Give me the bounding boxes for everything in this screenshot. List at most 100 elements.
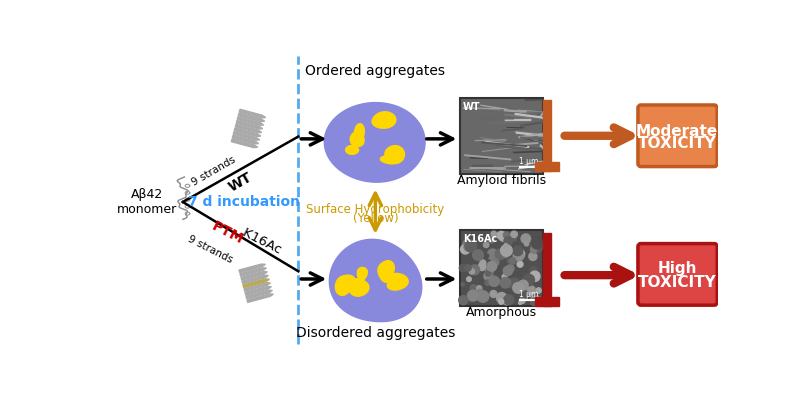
Polygon shape <box>346 146 358 154</box>
Circle shape <box>519 298 525 304</box>
Circle shape <box>530 241 542 253</box>
FancyArrow shape <box>236 120 262 129</box>
Polygon shape <box>324 102 425 182</box>
Circle shape <box>470 285 477 292</box>
Polygon shape <box>330 239 422 322</box>
FancyArrow shape <box>238 113 265 122</box>
Bar <box>534 162 559 171</box>
Text: Aβ42
monomer: Aβ42 monomer <box>117 188 177 216</box>
Circle shape <box>487 249 498 260</box>
Circle shape <box>500 278 510 288</box>
Polygon shape <box>354 124 364 144</box>
Circle shape <box>497 292 507 303</box>
Circle shape <box>490 290 497 298</box>
Circle shape <box>520 290 527 297</box>
Circle shape <box>477 291 489 302</box>
FancyArrow shape <box>246 290 272 299</box>
Circle shape <box>509 278 520 289</box>
Circle shape <box>487 262 497 271</box>
Polygon shape <box>378 261 394 282</box>
Circle shape <box>473 292 481 300</box>
Circle shape <box>510 258 516 264</box>
FancyArrow shape <box>241 272 267 280</box>
Circle shape <box>469 269 474 274</box>
Circle shape <box>478 263 486 270</box>
Circle shape <box>517 261 523 267</box>
Circle shape <box>513 238 516 241</box>
Circle shape <box>485 254 489 258</box>
Circle shape <box>532 296 542 306</box>
Circle shape <box>530 296 539 305</box>
Circle shape <box>503 253 508 258</box>
Circle shape <box>503 266 513 276</box>
Text: 1 μm: 1 μm <box>519 157 538 166</box>
Circle shape <box>530 271 540 282</box>
Circle shape <box>526 286 535 295</box>
FancyArrow shape <box>242 275 268 284</box>
Polygon shape <box>358 267 367 280</box>
Circle shape <box>491 231 497 236</box>
Circle shape <box>514 250 524 261</box>
Circle shape <box>465 265 471 271</box>
Circle shape <box>498 232 508 241</box>
FancyBboxPatch shape <box>638 105 718 166</box>
FancyArrow shape <box>239 264 266 273</box>
Circle shape <box>461 245 470 254</box>
Circle shape <box>536 288 542 293</box>
Circle shape <box>523 274 534 286</box>
Circle shape <box>504 237 513 245</box>
Circle shape <box>477 286 482 291</box>
FancyArrow shape <box>239 109 266 118</box>
Circle shape <box>531 238 543 249</box>
Circle shape <box>484 272 492 280</box>
Circle shape <box>466 264 475 273</box>
Polygon shape <box>385 146 405 163</box>
Bar <box>460 230 543 306</box>
Polygon shape <box>335 275 355 296</box>
Circle shape <box>529 252 537 260</box>
Text: Disordered aggregates: Disordered aggregates <box>296 326 455 340</box>
Circle shape <box>501 245 512 256</box>
Text: 9 strands: 9 strands <box>186 234 234 265</box>
Circle shape <box>525 242 529 246</box>
Bar <box>543 233 551 306</box>
FancyArrow shape <box>244 283 270 291</box>
Circle shape <box>521 234 530 244</box>
Bar <box>460 98 543 174</box>
Polygon shape <box>387 274 408 290</box>
Polygon shape <box>380 155 400 164</box>
FancyArrow shape <box>238 117 264 125</box>
Text: Amyloid fibrils: Amyloid fibrils <box>457 174 546 187</box>
Circle shape <box>458 296 468 305</box>
Circle shape <box>483 242 489 248</box>
Circle shape <box>497 231 505 239</box>
Circle shape <box>470 265 479 275</box>
Circle shape <box>513 246 522 256</box>
Text: Moderate: Moderate <box>636 124 718 139</box>
Circle shape <box>522 290 527 294</box>
Circle shape <box>489 237 494 243</box>
Text: High: High <box>658 262 697 276</box>
Circle shape <box>502 296 511 305</box>
Polygon shape <box>341 278 358 288</box>
FancyArrow shape <box>247 294 274 302</box>
Circle shape <box>463 239 474 250</box>
Circle shape <box>502 274 507 279</box>
Circle shape <box>466 277 471 282</box>
FancyArrow shape <box>235 124 262 133</box>
Text: 1 μm: 1 μm <box>519 290 538 299</box>
Circle shape <box>464 242 474 252</box>
Polygon shape <box>350 132 364 146</box>
FancyArrow shape <box>240 268 266 276</box>
Circle shape <box>480 260 486 266</box>
FancyArrow shape <box>245 286 271 295</box>
Circle shape <box>491 258 499 266</box>
Circle shape <box>467 290 478 301</box>
Circle shape <box>497 298 500 302</box>
Text: (Yellow): (Yellow) <box>353 212 398 226</box>
FancyArrow shape <box>234 132 260 140</box>
Circle shape <box>476 290 485 298</box>
Text: TOXICITY: TOXICITY <box>638 274 717 290</box>
Circle shape <box>486 271 491 276</box>
Circle shape <box>485 280 490 286</box>
